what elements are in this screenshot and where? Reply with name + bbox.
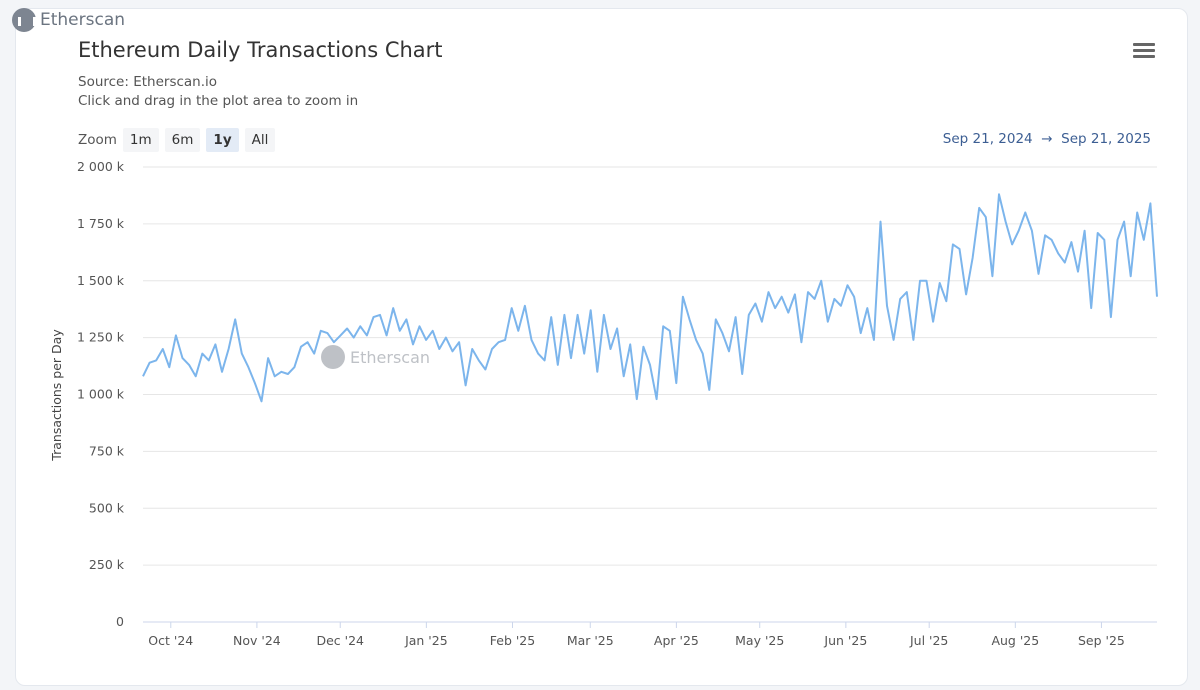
date-range: Sep 21, 2024 → Sep 21, 2025: [943, 131, 1151, 147]
x-tick-label: Aug '25: [991, 633, 1039, 648]
x-tick-label: Oct '24: [148, 633, 193, 648]
range-arrow: →: [1041, 131, 1053, 147]
zoom-1m-button[interactable]: 1m: [122, 128, 159, 152]
x-tick-label: Mar '25: [567, 633, 614, 648]
x-tick-label: May '25: [735, 633, 784, 648]
etherscan-logo-icon: [12, 8, 36, 32]
x-tick-label: Jul '25: [909, 633, 948, 648]
chart-source: Source: Etherscan.io: [78, 74, 218, 90]
range-to[interactable]: Sep 21, 2025: [1061, 131, 1151, 147]
chart-title: Ethereum Daily Transactions Chart: [78, 38, 443, 62]
zoom-all-button[interactable]: All: [244, 128, 276, 152]
x-tick-label: Apr '25: [654, 633, 699, 648]
x-tick-label: Sep '25: [1078, 633, 1125, 648]
y-tick-label: 500 k: [89, 500, 125, 515]
y-axis-title: Transactions per Day: [49, 329, 64, 462]
y-tick-label: 1 500 k: [77, 273, 125, 288]
y-tick-label: 1 250 k: [77, 330, 125, 345]
brand-name: Etherscan: [40, 10, 126, 30]
zoom-controls: Zoom 1m 6m 1y All: [78, 128, 276, 152]
y-tick-label: 0: [116, 614, 124, 629]
chart-card: [15, 8, 1188, 686]
zoom-1y-button[interactable]: 1y: [206, 128, 239, 152]
y-tick-label: 250 k: [89, 557, 125, 572]
y-tick-label: 750 k: [89, 443, 125, 458]
y-tick-label: 1 000 k: [77, 387, 125, 402]
range-from[interactable]: Sep 21, 2024: [942, 131, 1033, 147]
hamburger-menu-icon[interactable]: [1133, 43, 1155, 61]
watermark: Etherscan: [321, 345, 430, 369]
zoom-label: Zoom: [78, 132, 117, 148]
x-tick-label: Feb '25: [490, 633, 535, 648]
x-tick-label: Jan '25: [404, 633, 448, 648]
zoom-6m-button[interactable]: 6m: [164, 128, 201, 152]
chart-hint: Click and drag in the plot area to zoom …: [78, 93, 359, 109]
x-tick-label: Dec '24: [316, 633, 364, 648]
x-tick-label: Jun '25: [823, 633, 867, 648]
x-tick-label: Nov '24: [233, 633, 281, 648]
y-tick-label: 1 750 k: [77, 216, 125, 231]
series-line: [142, 193, 1158, 403]
etherscan-logo: Etherscan: [12, 8, 125, 32]
svg-text:Etherscan: Etherscan: [350, 348, 430, 367]
y-tick-label: 2 000 k: [77, 159, 125, 174]
